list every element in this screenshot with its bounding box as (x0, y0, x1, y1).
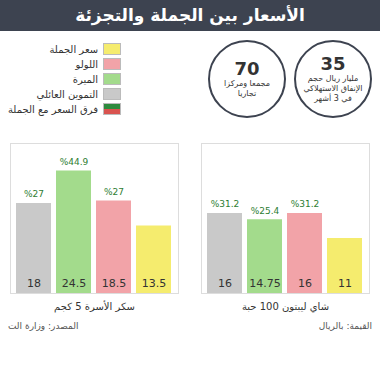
html-text:35: 35 (320, 53, 346, 74)
svg-text:شاي ليبتون 100 حبة: شاي ليبتون 100 حبة (242, 301, 329, 313)
svg-text:18.5: 18.5 (102, 277, 127, 290)
html-text:اللولو: اللولو (75, 58, 99, 70)
html-text:التموين العائلي: التموين العائلي (36, 88, 99, 100)
html-text:القيمة: بالريال: القيمة: بالريال (318, 321, 372, 331)
svg-text:%27: %27 (104, 187, 124, 197)
svg-text:11: 11 (338, 277, 352, 290)
html-text:المصدر: وزارة الت: المصدر: وزارة الت (8, 321, 79, 331)
html-text:مجمعا ومركزا تجاريا: مجمعا ومركزا تجاريا (224, 79, 270, 98)
svg-text:24.5: 24.5 (62, 277, 87, 290)
svg-text:14.75: 14.75 (249, 277, 281, 290)
svg-text:%44.9: %44.9 (60, 157, 89, 167)
svg-text:18: 18 (27, 277, 41, 290)
svg-text:سكر الأسرة 5 كجم: سكر الأسرة 5 كجم (54, 300, 135, 313)
html-text:الأسعار بين الجملة والتجزئة: الأسعار بين الجملة والتجزئة (75, 5, 305, 25)
svg-text:%25.4: %25.4 (251, 206, 280, 216)
svg-text:%31.2: %31.2 (291, 199, 320, 209)
svg-text:16: 16 (298, 277, 312, 290)
svg-text:%31.2: %31.2 (211, 199, 240, 209)
html-text:فرق السعر مع الجملة: فرق السعر مع الجملة (8, 103, 99, 115)
html-text:70: 70 (234, 58, 260, 79)
html-text:مليار ريال حجم الإنفاق الاستهل: مليار ريال حجم الإنفاق الاستهلاكي في 3 أ… (303, 74, 363, 103)
html-text:الميرة: الميرة (72, 73, 99, 85)
svg-text:16: 16 (218, 277, 232, 290)
html-text:سعر الجملة: سعر الجملة (49, 43, 99, 55)
svg-text:13.5: 13.5 (142, 277, 167, 290)
svg-text:%27: %27 (24, 189, 44, 199)
